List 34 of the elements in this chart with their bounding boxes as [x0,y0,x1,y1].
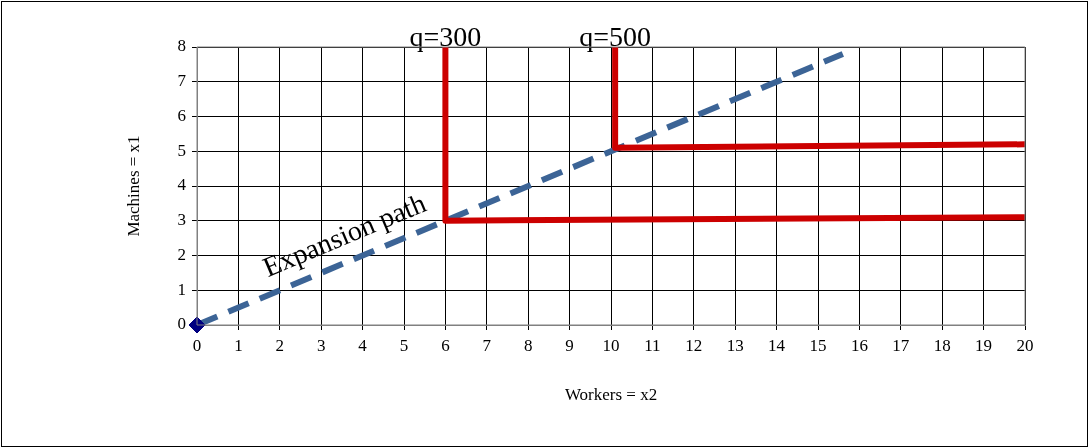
x-tick-label: 1 [234,335,243,355]
y-axis-title: Machines = x1 [123,135,143,237]
x-tick-label: 5 [399,335,409,355]
x-tick-label: 18 [933,335,951,355]
x-tick-label: 7 [482,335,492,355]
x-tick-label: 4 [358,335,368,355]
x-tick-label: 11 [644,335,661,355]
x-tick-label: 9 [565,335,574,355]
y-tick-label: 4 [177,175,187,195]
x-tick-label: 12 [685,335,703,355]
y-tick-label: 6 [177,105,186,125]
y-tick-label: 0 [177,314,186,334]
y-tick-label: 7 [177,71,187,91]
x-tick-label: 20 [1016,335,1034,355]
y-tick-label: 3 [177,210,186,230]
y-tick-label: 1 [177,279,186,299]
x-tick-label: 14 [768,335,786,355]
x-tick-label: 13 [726,335,744,355]
x-tick-label: 17 [892,335,910,355]
x-tick-label: 2 [275,335,285,355]
x-axis-title: Workers = x2 [564,385,658,405]
x-tick-label: 0 [192,335,202,355]
y-tick-label: 5 [177,140,186,160]
x-tick-label: 3 [316,335,326,355]
x-tick-label: 10 [602,335,620,355]
annotation: q=300 [409,21,482,53]
y-tick-label: 8 [177,36,186,56]
x-tick-label: 16 [850,335,868,355]
y-tick-label: 2 [177,244,186,264]
x-tick-label: 15 [809,335,827,355]
annotation: q=500 [579,21,652,53]
x-tick-label: 8 [523,335,533,355]
x-tick-label: 19 [975,335,993,355]
x-tick-label: 6 [441,335,450,355]
